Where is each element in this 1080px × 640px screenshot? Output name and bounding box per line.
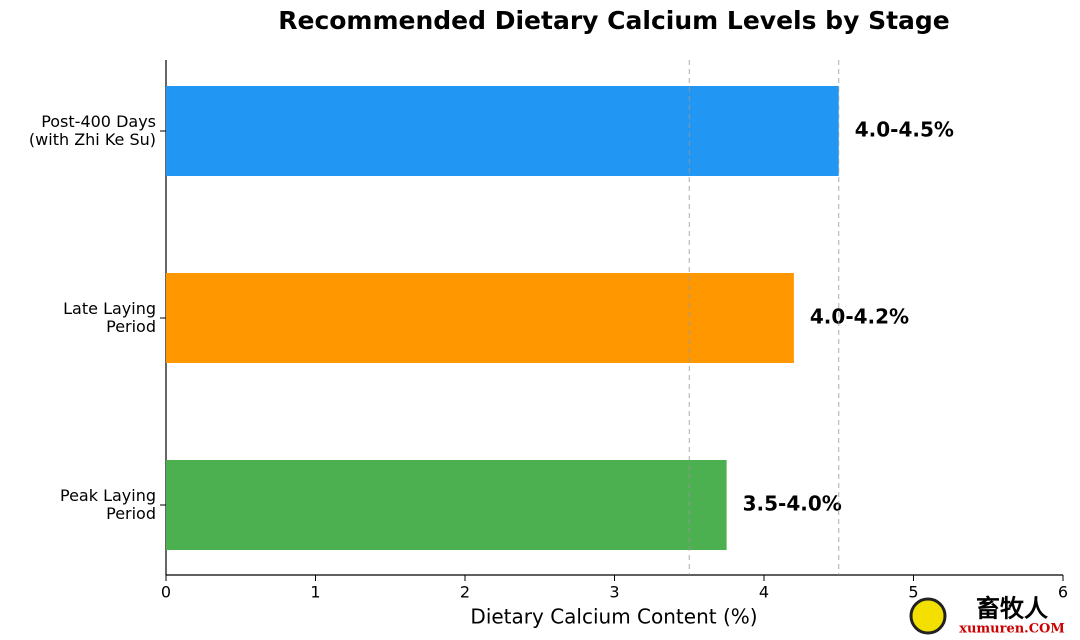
watermark-icon [909,597,947,635]
y-tick-label: Peak Laying Period [60,486,156,523]
value-label: 4.0-4.5% [855,118,954,142]
x-tick-label: 5 [908,583,918,602]
watermark-text: 畜牧人 [976,594,1048,623]
x-tick-label: 2 [460,583,470,602]
x-axis-label: Dietary Calcium Content (%) [470,605,757,629]
chart-title: Recommended Dietary Calcium Levels by St… [278,6,950,35]
x-tick-label: 3 [609,583,619,602]
watermark-site: xumuren.COM [959,622,1065,637]
y-tick-label: Post-400 Days (with Zhi Ke Su) [29,112,156,149]
value-label: 3.5-4.0% [743,492,842,516]
y-tick-label: Late Laying Period [63,299,156,336]
bar [166,273,794,363]
watermark: 畜牧人 xumuren.COM [909,594,1065,637]
bar [166,460,727,550]
value-label: 4.0-4.2% [810,305,909,329]
bar [166,86,839,176]
x-tick-label: 6 [1058,583,1068,602]
x-tick-label: 1 [310,583,320,602]
x-tick-label: 0 [161,583,171,602]
x-tick-label: 4 [759,583,769,602]
